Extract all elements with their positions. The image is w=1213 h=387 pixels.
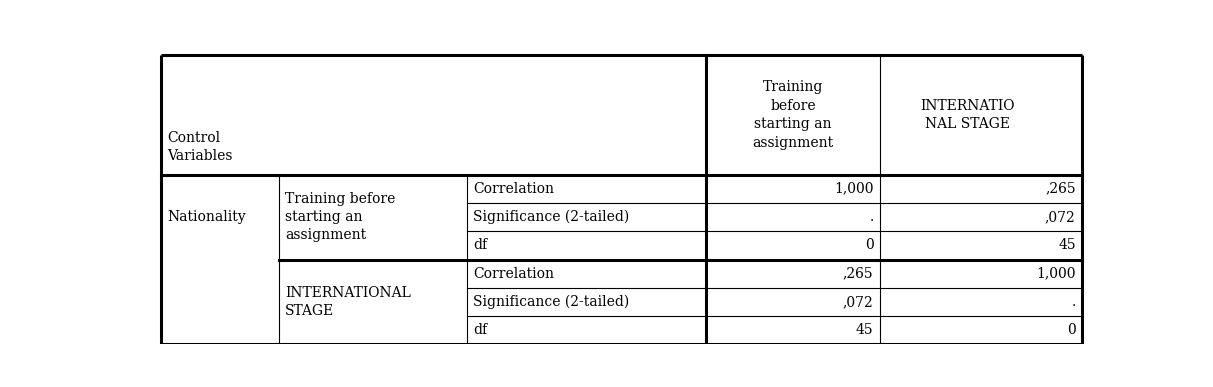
Text: ,265: ,265 [1046, 182, 1076, 196]
Text: ,265: ,265 [843, 267, 873, 281]
Text: 1,000: 1,000 [1036, 267, 1076, 281]
Text: ,072: ,072 [1044, 210, 1076, 224]
Text: Training
before
starting an
assignment: Training before starting an assignment [752, 80, 833, 150]
Text: 45: 45 [1058, 238, 1076, 252]
Text: 0: 0 [865, 238, 873, 252]
Text: Significance (2-tailed): Significance (2-tailed) [473, 210, 630, 224]
Text: ,072: ,072 [843, 295, 873, 309]
Text: 1,000: 1,000 [835, 182, 873, 196]
Text: .: . [1071, 295, 1076, 309]
Text: Control
Variables: Control Variables [167, 131, 233, 163]
Text: .: . [870, 210, 873, 224]
Text: 45: 45 [856, 323, 873, 337]
Text: 0: 0 [1067, 323, 1076, 337]
Text: INTERNATIO
NAL STAGE: INTERNATIO NAL STAGE [919, 99, 1014, 131]
Text: INTERNATIONAL
STAGE: INTERNATIONAL STAGE [285, 286, 411, 318]
Text: Correlation: Correlation [473, 182, 554, 196]
Text: df: df [473, 323, 488, 337]
Text: Training before
starting an
assignment: Training before starting an assignment [285, 192, 395, 242]
Text: Significance (2-tailed): Significance (2-tailed) [473, 295, 630, 309]
Text: df: df [473, 238, 488, 252]
Text: Correlation: Correlation [473, 267, 554, 281]
Text: Nationality: Nationality [167, 210, 246, 224]
